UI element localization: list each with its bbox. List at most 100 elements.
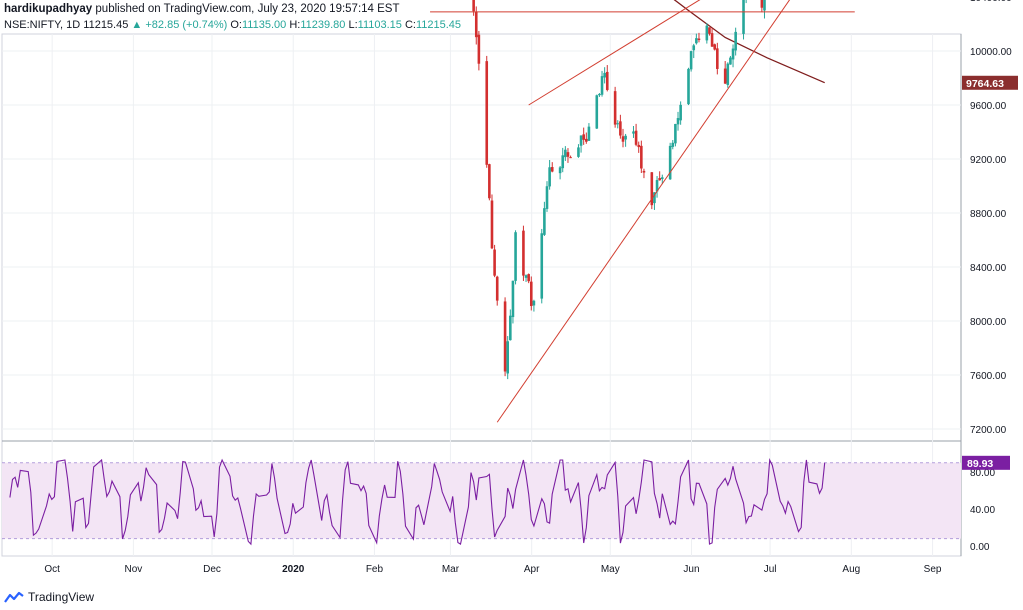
rsi-value-label: 89.93	[967, 458, 993, 470]
candle-body[interactable]	[524, 275, 528, 278]
candle-body[interactable]	[548, 167, 551, 187]
candle-body[interactable]	[582, 134, 585, 140]
candlesticks-layer[interactable]	[9, 0, 826, 380]
author-name[interactable]: hardikupadhyay	[4, 3, 93, 15]
candle-body[interactable]	[585, 138, 588, 142]
candle-body[interactable]	[529, 281, 533, 307]
candle-body[interactable]	[650, 172, 654, 206]
candle-body[interactable]	[509, 315, 512, 341]
candle-body[interactable]	[697, 38, 701, 41]
low-label: L:	[348, 19, 358, 31]
candle-body[interactable]	[550, 167, 554, 172]
candle-body[interactable]	[742, 0, 745, 34]
candle-body[interactable]	[619, 121, 622, 136]
candle-body[interactable]	[511, 280, 515, 318]
candle-body[interactable]	[545, 186, 549, 209]
candle-body[interactable]	[595, 95, 599, 129]
candle-body[interactable]	[734, 31, 737, 51]
candle-body[interactable]	[605, 71, 609, 90]
candle-body[interactable]	[532, 300, 536, 306]
candle-body[interactable]	[527, 274, 530, 282]
close-value: 11215.45	[415, 19, 462, 31]
candle-body[interactable]	[660, 177, 664, 180]
candle-body[interactable]	[689, 51, 693, 70]
candle-body[interactable]	[624, 135, 627, 140]
candle-body[interactable]	[472, 0, 475, 12]
candle-body[interactable]	[543, 208, 546, 235]
candle-body[interactable]	[564, 149, 567, 158]
candle-body[interactable]	[679, 104, 682, 121]
candle-body[interactable]	[763, 0, 766, 11]
candle-body[interactable]	[640, 145, 643, 169]
candle-body[interactable]	[668, 145, 672, 180]
candle-body[interactable]	[731, 48, 735, 60]
rsi-tick-label: 40.00	[970, 505, 995, 516]
candle-body[interactable]	[503, 301, 507, 372]
candle-body[interactable]	[621, 136, 625, 142]
candle-body[interactable]	[632, 131, 635, 134]
candle-body[interactable]	[729, 57, 732, 65]
candle-body[interactable]	[655, 180, 659, 192]
candle-body[interactable]	[642, 170, 646, 173]
candle-body[interactable]	[674, 123, 677, 144]
y-tick-label: 10400.00	[970, 0, 1012, 4]
candle-body[interactable]	[522, 230, 525, 276]
candle-body[interactable]	[600, 76, 604, 95]
candle-body[interactable]	[477, 34, 481, 64]
open-label: O:	[230, 19, 242, 31]
candle-body[interactable]	[671, 142, 675, 147]
candle-body[interactable]	[695, 38, 698, 44]
open-value: 11135.00	[242, 19, 287, 31]
candle-body[interactable]	[474, 11, 478, 38]
symbol-line: NSE:NIFTY, 1D 11215.45 ▲ +82.85 (+0.74%)…	[4, 19, 461, 31]
x-tick-label: Oct	[44, 564, 60, 575]
candle-body[interactable]	[760, 0, 764, 8]
candle-body[interactable]	[488, 164, 491, 199]
candle-body[interactable]	[495, 276, 499, 301]
candle-body[interactable]	[687, 68, 690, 105]
candle-body[interactable]	[603, 72, 606, 78]
candle-body[interactable]	[653, 192, 656, 204]
candle-body[interactable]	[708, 27, 711, 34]
candle-body[interactable]	[613, 91, 617, 125]
rsi-band	[2, 462, 961, 539]
candle-body[interactable]	[676, 118, 680, 125]
candle-body[interactable]	[490, 200, 494, 249]
upper-channel-line	[528, 0, 701, 106]
candle-body[interactable]	[726, 63, 730, 85]
candle-body[interactable]	[493, 249, 496, 276]
candle-body[interactable]	[485, 61, 489, 165]
candle-body[interactable]	[658, 178, 661, 181]
candle-body[interactable]	[634, 130, 638, 145]
candle-body[interactable]	[579, 135, 583, 146]
candle-body[interactable]	[561, 155, 565, 169]
candle-body[interactable]	[705, 25, 709, 41]
candle-body[interactable]	[692, 45, 696, 51]
candle-body[interactable]	[540, 233, 544, 299]
candle-body[interactable]	[514, 232, 517, 281]
candle-body[interactable]	[713, 44, 716, 50]
candle-body[interactable]	[637, 144, 641, 148]
tradingview-logo[interactable]: TradingView	[4, 590, 94, 604]
candle-body[interactable]	[616, 123, 620, 125]
candle-body[interactable]	[598, 93, 601, 96]
candle-body[interactable]	[716, 48, 719, 69]
axes-layer: 7200.00 7600.00 8000.00 8400.00 8800.00 9200.…	[44, 0, 1018, 575]
symbol-name[interactable]: NSE:NIFTY, 1D	[4, 19, 81, 31]
candle-body[interactable]	[558, 167, 562, 174]
candle-body[interactable]	[577, 147, 580, 157]
price-change: ▲ +82.85 (+0.74%)	[131, 19, 228, 31]
candle-body[interactable]	[566, 152, 570, 157]
x-tick-label: May	[601, 564, 620, 575]
candle-body[interactable]	[723, 68, 727, 84]
candle-body[interactable]	[587, 126, 591, 141]
candle-body[interactable]	[506, 341, 510, 374]
drawings-layer	[430, 0, 855, 423]
candle-body[interactable]	[569, 157, 572, 159]
y-tick-label: 8800.00	[970, 209, 1007, 220]
publisher-line: hardikupadhyay published on TradingView.…	[4, 3, 400, 15]
high-label: H:	[289, 19, 301, 31]
y-tick-label: 8400.00	[970, 263, 1007, 274]
candle-body[interactable]	[710, 33, 714, 47]
